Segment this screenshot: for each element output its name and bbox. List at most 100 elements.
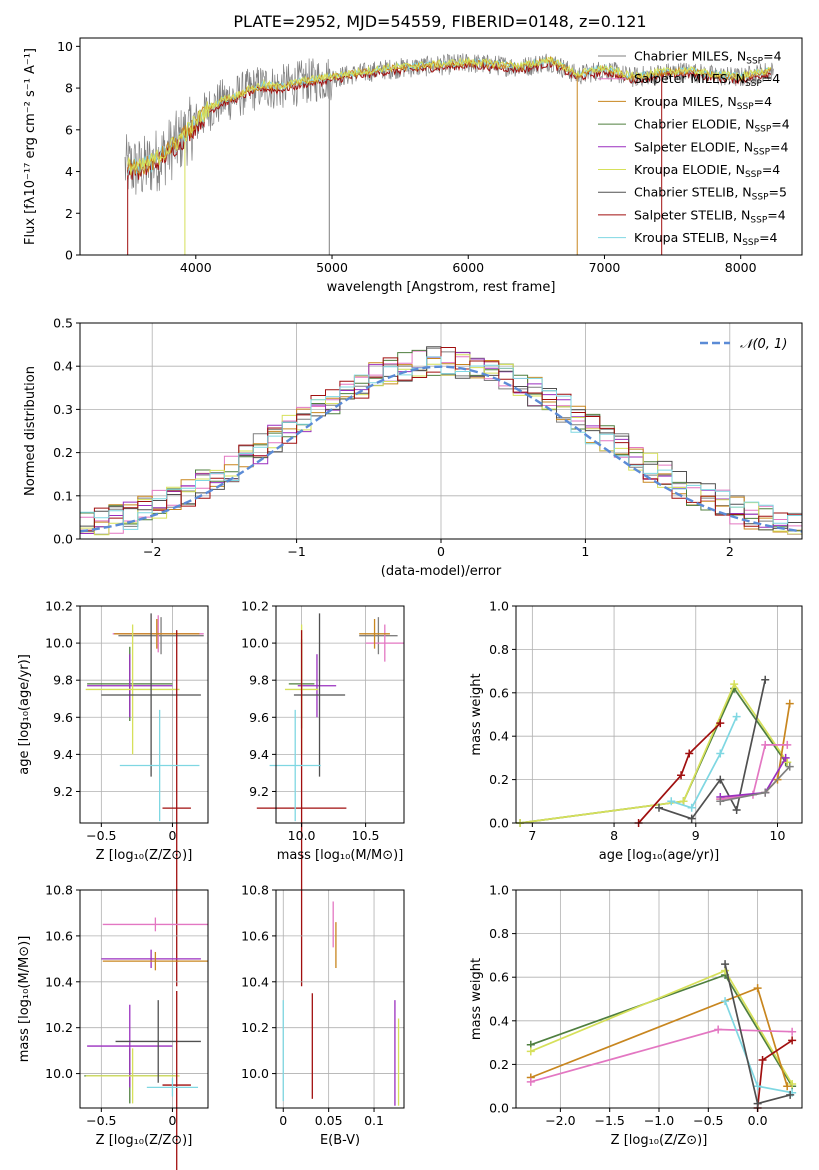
weight-marker bbox=[716, 797, 725, 806]
weight-marker bbox=[781, 753, 790, 762]
x-tick-label: 8000 bbox=[725, 260, 757, 275]
y-tick-label: 9.6 bbox=[249, 710, 269, 725]
x-tick-label: −0.5 bbox=[86, 1113, 116, 1128]
axes-frame bbox=[79, 605, 209, 824]
weight-line-yellow_green bbox=[519, 682, 789, 824]
mass-vs-metallicity-panel: −0.5 0 10.0 10.2 10.4 10.6 10.8 Z [log₁₀(Z/Z⊙)]… bbox=[17, 883, 209, 1170]
y-tick-label: 1.0 bbox=[489, 883, 509, 898]
y-tick-label: 0.2 bbox=[489, 772, 509, 787]
weight-marker bbox=[655, 803, 663, 812]
weight-marker bbox=[716, 749, 725, 758]
y-tick-label: 10.2 bbox=[241, 1020, 269, 1035]
y-tick-label: 10.4 bbox=[45, 974, 73, 989]
x-tick-label: 10 bbox=[770, 828, 786, 843]
weight-marker bbox=[753, 984, 762, 993]
weight-marker bbox=[761, 675, 770, 684]
weight-marker bbox=[761, 740, 770, 749]
weight-marker bbox=[758, 1056, 767, 1065]
weight-marker bbox=[716, 719, 725, 728]
weight-marker bbox=[761, 788, 770, 797]
x-tick-label: 4000 bbox=[180, 260, 212, 275]
x-tick-label: −2 bbox=[143, 544, 161, 559]
x-tick-label: −1.0 bbox=[644, 1113, 674, 1128]
legend-entry: Chabrier STELIB, NSSP=5 bbox=[634, 185, 787, 203]
y-tick-label: 0.6 bbox=[489, 685, 509, 700]
model-spectrum-line-olive_orange bbox=[127, 55, 772, 176]
y-tick-label: 0.4 bbox=[53, 359, 73, 374]
weight-line-cyan bbox=[671, 716, 738, 809]
y-tick-label: 10.4 bbox=[241, 974, 269, 989]
weight-marker bbox=[783, 758, 792, 767]
x-tick-label: 2 bbox=[726, 544, 734, 559]
y-tick-label: 9.2 bbox=[53, 784, 73, 799]
x-tick-label: −0.5 bbox=[693, 1113, 723, 1128]
y-tick-label: 0.0 bbox=[489, 816, 509, 831]
y-tick-label: 9.6 bbox=[53, 710, 73, 725]
x-axis-label: E(B-V) bbox=[320, 1133, 360, 1148]
axes-frame bbox=[275, 889, 405, 1109]
legend-entry: Chabrier ELODIE, NSSP=4 bbox=[634, 117, 790, 135]
y-axis-label: Flux [fλ10⁻¹⁷ erg cm⁻² s⁻¹ A⁻¹] bbox=[23, 48, 38, 245]
y-tick-label: 10.8 bbox=[241, 883, 269, 898]
y-tick-label: 0.3 bbox=[53, 402, 73, 417]
x-tick-label: 0 bbox=[168, 1113, 176, 1128]
axes-frame bbox=[79, 889, 209, 1109]
y-tick-label: 0.1 bbox=[53, 488, 73, 503]
x-tick-label: 9 bbox=[692, 828, 700, 843]
x-axis-label: age [log₁₀(age/yr)] bbox=[599, 848, 720, 863]
y-tick-label: 1.0 bbox=[489, 599, 509, 614]
y-tick-label: 10.8 bbox=[45, 883, 73, 898]
x-axis-label: wavelength [Angstrom, rest frame] bbox=[327, 280, 556, 295]
x-axis-label: mass [log₁₀(M/M⊙)] bbox=[277, 848, 404, 863]
y-tick-label: 2 bbox=[65, 206, 73, 221]
weight-marker bbox=[526, 1047, 535, 1056]
y-tick-label: 9.4 bbox=[53, 747, 73, 762]
y-tick-label: 9.2 bbox=[249, 784, 269, 799]
legend-entry: Kroupa MILES, NSSP=4 bbox=[634, 94, 772, 112]
x-tick-label: 0 bbox=[168, 828, 176, 843]
y-axis-label: age [log₁₀(age/yr)] bbox=[17, 654, 32, 775]
y-axis-label: mass weight bbox=[469, 958, 484, 1040]
weight-marker bbox=[667, 797, 676, 806]
x-tick-label: 7 bbox=[528, 828, 536, 843]
y-tick-label: 10.2 bbox=[45, 599, 73, 614]
x-tick-label: 10.5 bbox=[352, 828, 380, 843]
weight-marker bbox=[687, 803, 696, 812]
weight-marker bbox=[788, 1027, 797, 1036]
x-axis-label: (data-model)/error bbox=[381, 564, 502, 579]
y-tick-label: 0.2 bbox=[53, 445, 73, 460]
x-axis-label: Z [log₁₀(Z/Z⊙)] bbox=[96, 1133, 193, 1148]
x-tick-label: 6000 bbox=[452, 260, 484, 275]
x-tick-label: 5000 bbox=[316, 260, 348, 275]
x-axis-label: Z [log₁₀(Z/Z⊙)] bbox=[611, 1133, 708, 1148]
y-tick-label: 0 bbox=[65, 248, 73, 263]
spectrum-panel: 4000 5000 6000 7000 8000 0 2 4 6 8 10 wavelength [A… bbox=[23, 37, 803, 295]
axes-frame bbox=[79, 37, 803, 256]
axes-frame bbox=[275, 605, 405, 824]
y-tick-label: 9.4 bbox=[249, 747, 269, 762]
y-tick-label: 10.0 bbox=[241, 1066, 269, 1081]
y-tick-label: 10.6 bbox=[45, 928, 73, 943]
weight-marker bbox=[788, 1080, 797, 1089]
y-tick-label: 0.8 bbox=[489, 642, 509, 657]
weight-marker bbox=[721, 997, 730, 1006]
weight-line-yellow_green bbox=[530, 969, 793, 1085]
x-tick-label: 10.0 bbox=[288, 828, 316, 843]
y-tick-label: 10.2 bbox=[241, 599, 269, 614]
x-tick-label: 0 bbox=[279, 1113, 287, 1128]
weight-line-dark_gray bbox=[658, 679, 767, 820]
y-tick-label: 4 bbox=[65, 164, 73, 179]
legend-entry: Kroupa ELODIE, NSSP=4 bbox=[634, 162, 780, 180]
x-tick-label: 0.05 bbox=[315, 1113, 343, 1128]
y-tick-label: 10.0 bbox=[241, 636, 269, 651]
x-tick-label: 1 bbox=[581, 544, 589, 559]
y-tick-label: 10.2 bbox=[45, 1020, 73, 1035]
weight-marker bbox=[730, 680, 739, 689]
y-tick-label: 0.2 bbox=[489, 1057, 509, 1072]
x-tick-label: −0.5 bbox=[86, 828, 116, 843]
x-tick-label: 0.1 bbox=[364, 1113, 384, 1128]
x-tick-label: 0.0 bbox=[748, 1113, 768, 1128]
x-tick-label: −1 bbox=[287, 544, 305, 559]
y-tick-label: 0.4 bbox=[489, 729, 509, 744]
weight-line-olive_green bbox=[519, 686, 787, 824]
